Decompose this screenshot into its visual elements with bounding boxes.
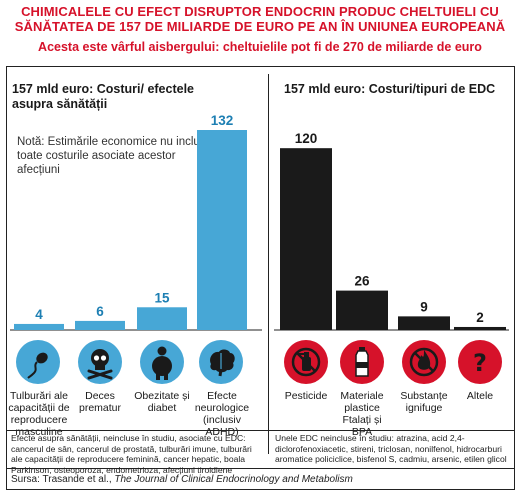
left-category-label-4: Efecte neurologice (inclusiv ADHD) xyxy=(194,390,250,438)
source-line: Sursa: Trasande et al., The Journal of C… xyxy=(11,474,353,485)
right-bar-1 xyxy=(280,148,332,330)
bottle-icon xyxy=(340,340,384,384)
panel-divider xyxy=(268,74,269,454)
source-journal: The Journal of Clinical Endocrinology an… xyxy=(114,474,353,485)
right-bar-2 xyxy=(336,290,388,330)
left-category-label-2: Deces prematur xyxy=(78,390,121,414)
left-value-label-1: 4 xyxy=(35,307,43,322)
right-value-label-3: 9 xyxy=(420,299,428,314)
left-panel-title: 157 mld euro: Costuri/ efectele asupra s… xyxy=(12,82,195,111)
left-bar-3 xyxy=(137,307,187,330)
chart-subtitle: Acesta este vârful aisbergului: cheltuie… xyxy=(38,40,482,54)
right-value-label-2: 26 xyxy=(354,274,370,289)
no-spray-icon xyxy=(284,340,328,384)
question-mark-icon: ? xyxy=(458,340,502,384)
sperm-icon xyxy=(16,340,60,384)
left-value-label-4: 132 xyxy=(211,113,234,128)
obesity-icon xyxy=(140,340,184,384)
source-divider xyxy=(6,468,515,469)
svg-text:?: ? xyxy=(473,349,487,377)
left-bar-4 xyxy=(197,130,247,330)
left-bar-2 xyxy=(75,320,125,330)
right-value-label-4: 2 xyxy=(476,310,484,325)
left-panel-note: Notă: Estimările economice nu includ toa… xyxy=(17,136,207,176)
right-category-label-2: Materiale plastice Ftalați și BPA xyxy=(340,390,384,438)
right-category-label-3: Substanțe ignifuge xyxy=(400,390,448,414)
left-category-label-3: Obezitate și diabet xyxy=(134,390,190,414)
left-value-label-2: 6 xyxy=(96,304,104,319)
right-bar-4 xyxy=(454,326,506,330)
right-footnote: Unele EDC neincluse în studiu: atrazina,… xyxy=(275,433,507,464)
left-category-label-1: Tulburări ale capacității de reproducere… xyxy=(8,390,70,438)
right-bar-3 xyxy=(398,316,450,330)
no-fire-icon xyxy=(402,340,446,384)
right-panel-title: 157 mld euro: Costuri/tipuri de EDC xyxy=(284,82,496,96)
left-value-label-3: 15 xyxy=(154,290,170,305)
footnote-divider xyxy=(6,430,515,431)
source-prefix: Sursa: Trasande et al., xyxy=(11,474,115,485)
left-footnote: Efecte asupra sănătății, neincluse în st… xyxy=(11,433,252,475)
right-value-label-1: 120 xyxy=(295,131,318,146)
skull-icon xyxy=(78,340,122,384)
right-category-label-4: Altele xyxy=(466,390,494,402)
chart-frame xyxy=(6,66,515,490)
left-bar-1 xyxy=(14,323,64,330)
brain-icon xyxy=(199,340,243,384)
chart-title: CHIMICALELE CU EFECT DISRUPTOR ENDOCRIN … xyxy=(14,4,506,34)
right-category-label-1: Pesticide xyxy=(284,390,328,402)
